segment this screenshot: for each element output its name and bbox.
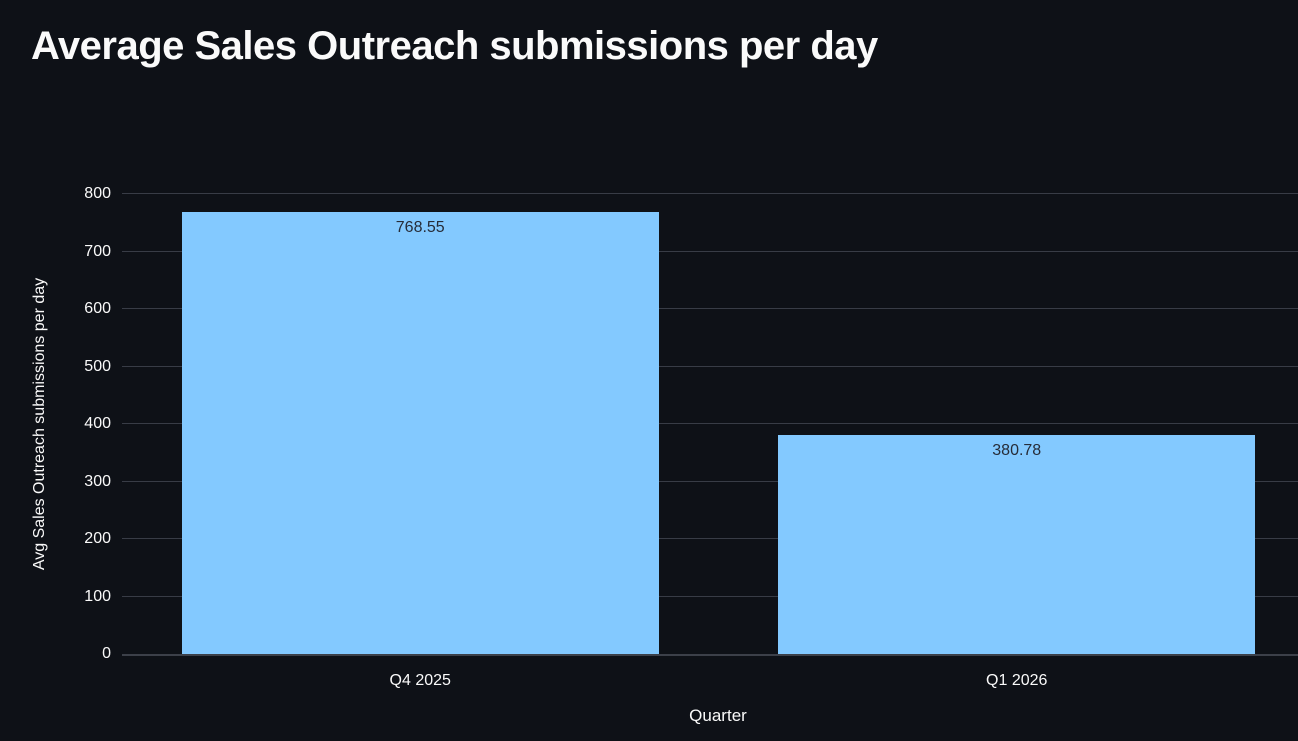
x-tick-label-q1-2026: Q1 2026 (986, 672, 1048, 689)
chart-title: Average Sales Outreach submissions per d… (31, 24, 878, 68)
x-tick-label-q4-2025: Q4 2025 (389, 672, 451, 689)
x-axis-title: Quarter (689, 706, 747, 725)
gridline-y-300 (122, 480, 1298, 482)
y-tick-label-400: 400 (84, 415, 111, 432)
y-tick-label-300: 300 (84, 472, 111, 490)
y-tick-label-600: 600 (84, 300, 111, 317)
y-tick-label-200: 200 (84, 530, 111, 547)
y-tick-label-500: 500 (84, 357, 111, 375)
gridline-y-600 (122, 308, 1298, 309)
bar-value-label-q4-2025: 768.55 (395, 219, 445, 237)
y-tick-label-700: 700 (84, 242, 111, 260)
plot-area: 768.55 380.78 (122, 193, 1298, 656)
gridline-y-100 (122, 595, 1298, 597)
y-tick-label-800: 800 (84, 185, 111, 202)
gridline-y-200 (122, 538, 1298, 539)
y-tick-label-0: 0 (102, 645, 111, 662)
bar-q4-2025: 768.55 (181, 212, 659, 654)
y-tick-label-100: 100 (84, 587, 111, 605)
x-axis-tick-labels: Q4 2025 Q1 2026 (122, 672, 1298, 694)
gridline-y-700 (122, 250, 1298, 252)
gridline-y-400 (122, 423, 1298, 424)
y-axis-tick-labels: 0 100 200 300 400 500 600 700 800 (0, 185, 111, 662)
bar-value-label-q1-2026: 380.78 (992, 442, 1042, 460)
gridline-y-800 (122, 193, 1298, 194)
gridline-y-500 (122, 365, 1298, 367)
bar-q1-2026: 380.78 (778, 435, 1256, 654)
